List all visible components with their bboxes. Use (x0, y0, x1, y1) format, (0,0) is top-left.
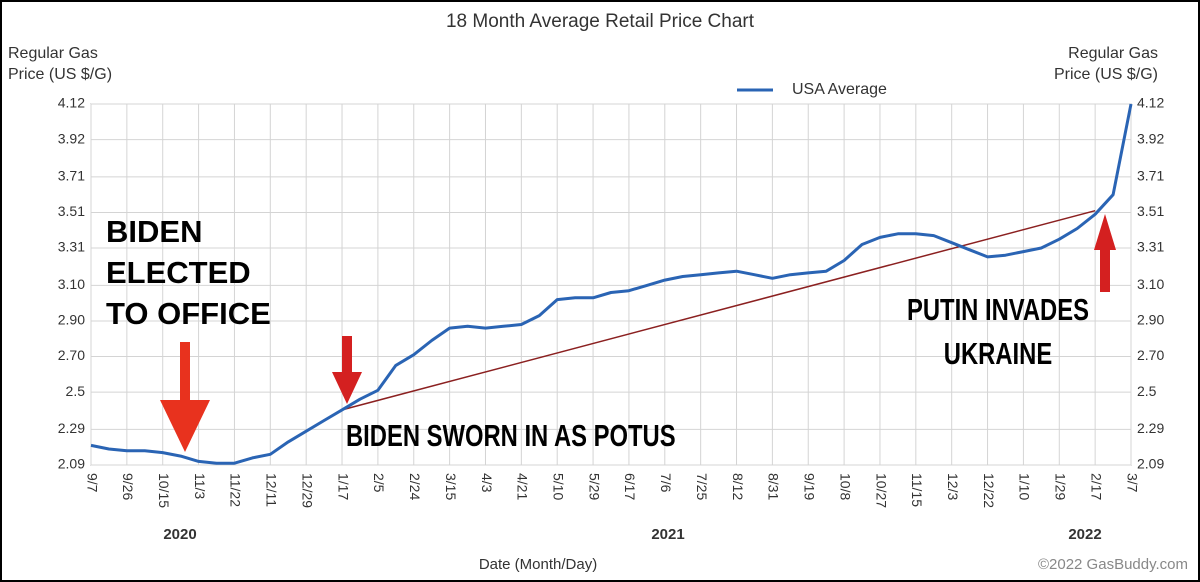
y2-axis-label: Regular Gas (1068, 45, 1158, 62)
y2-tick-label: 2.70 (1137, 347, 1164, 363)
arrows (160, 214, 1116, 452)
y2-tick-label: 2.5 (1137, 383, 1157, 399)
x-tick-label: 8/31 (766, 473, 782, 500)
year-label: 2021 (651, 526, 684, 543)
x-tick-label: 11/22 (228, 473, 244, 507)
x-tick-label: 2/24 (407, 473, 423, 500)
x-tick-label: 1/29 (1053, 473, 1069, 500)
x-tick-label: 10/27 (873, 473, 889, 508)
y-tick-label: 3.71 (58, 168, 85, 184)
x-tick-label: 2/17 (1088, 473, 1104, 500)
y-tick-label: 2.09 (58, 456, 85, 472)
x-tick-label: 1/17 (335, 473, 351, 500)
y-tick-label: 2.90 (58, 312, 85, 328)
y-axis-label: Regular Gas (8, 45, 98, 62)
y2-tick-label: 4.12 (1137, 95, 1164, 111)
x-tick-label: 3/15 (443, 473, 459, 500)
x-tick-label: 10/15 (156, 473, 172, 508)
y2-tick-label: 2.90 (1137, 312, 1164, 328)
x-tick-label: 2/5 (371, 473, 387, 493)
x-axis-label: Date (Month/Day) (479, 556, 597, 573)
x-tick-label: 6/17 (622, 473, 638, 500)
credit: ©2022 GasBuddy.com (1038, 556, 1188, 573)
annotation: BIDEN (106, 214, 202, 249)
legend-label: USA Average (792, 81, 887, 98)
y2-tick-label: 3.10 (1137, 276, 1164, 292)
x-tick-label: 9/26 (120, 473, 136, 500)
y-tick-label: 3.10 (58, 276, 85, 292)
x-tick-label: 12/3 (945, 473, 961, 500)
y2-tick-label: 3.51 (1137, 203, 1164, 219)
x-tick-label: 12/11 (264, 473, 280, 507)
y-tick-label: 3.51 (58, 203, 85, 219)
annotation: UKRAINE (944, 336, 1052, 371)
y2-tick-label: 3.31 (1137, 239, 1164, 255)
x-tick-label: 1/10 (1017, 473, 1033, 500)
x-tick-label: 11/15 (909, 473, 925, 507)
annotation: BIDEN SWORN IN AS POTUS (346, 418, 676, 453)
y2-tick-label: 2.09 (1137, 456, 1164, 472)
x-tick-label: 9/19 (802, 473, 818, 500)
x-tick-label: 3/7 (1124, 473, 1140, 493)
x-tick-label: 10/8 (837, 473, 853, 500)
x-tick-label: 8/12 (730, 473, 746, 500)
y-axis-label: Price (US $/G) (8, 66, 112, 83)
y2-tick-label: 3.71 (1137, 168, 1164, 184)
x-tick-label: 12/29 (299, 473, 315, 508)
x-tick-label: 7/6 (658, 473, 674, 493)
plot-area (90, 103, 1132, 466)
y-tick-label: 4.12 (58, 95, 85, 111)
trend-line (341, 209, 1096, 411)
x-tick-label: 7/25 (694, 473, 710, 500)
x-tick-label: 9/7 (84, 473, 100, 493)
annotation: TO OFFICE (106, 296, 271, 331)
y-tick-label: 2.70 (58, 347, 85, 363)
year-label: 2020 (163, 526, 196, 543)
y2-tick-label: 3.92 (1137, 130, 1164, 146)
x-tick-label: 11/3 (192, 473, 208, 499)
y-tick-label: 2.5 (66, 383, 86, 399)
x-tick-label: 5/29 (586, 473, 602, 500)
annotation: ELECTED (106, 255, 251, 290)
x-tick-label: 12/22 (981, 473, 997, 508)
chart-title: 18 Month Average Retail Price Chart (446, 11, 755, 32)
y-tick-label: 3.31 (58, 239, 85, 255)
annotation: PUTIN INVADES (907, 292, 1089, 327)
series-line (90, 103, 1133, 465)
y-tick-label: 2.29 (58, 420, 85, 436)
y2-axis-label: Price (US $/G) (1054, 66, 1158, 83)
x-tick-label: 5/10 (551, 473, 567, 500)
x-tick-label: 4/3 (479, 473, 495, 493)
y2-tick-label: 2.29 (1137, 420, 1164, 436)
year-label: 2022 (1068, 526, 1101, 543)
y-tick-label: 3.92 (58, 130, 85, 146)
x-tick-label: 4/21 (515, 473, 531, 500)
